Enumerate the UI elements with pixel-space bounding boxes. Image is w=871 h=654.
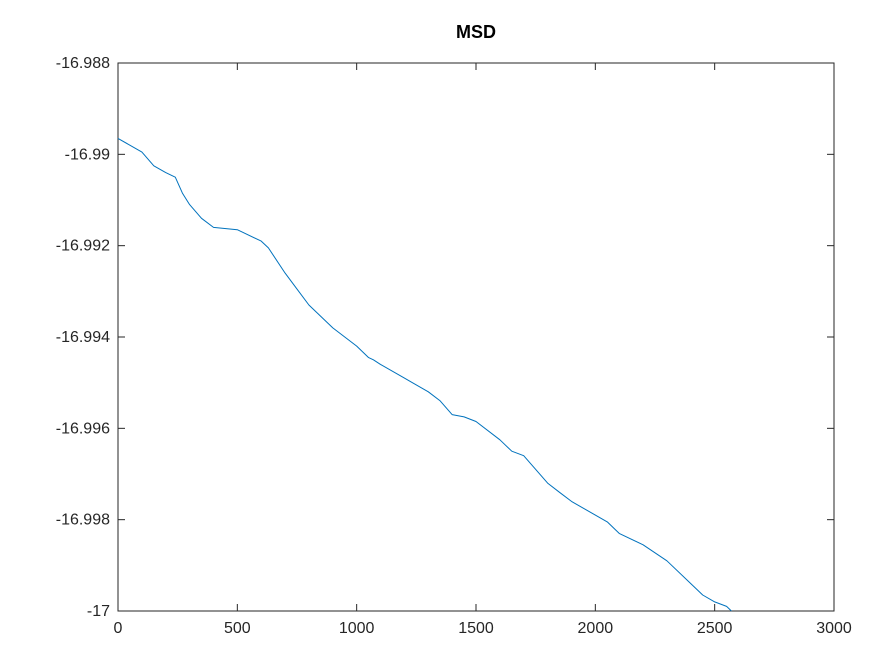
y-tick-label: -16.988 <box>56 55 110 72</box>
y-tick-label: -16.992 <box>56 238 110 255</box>
x-axis: 0 500 1000 1500 2000 2500 3000 <box>114 63 852 637</box>
series-line-0 <box>117 137 732 612</box>
y-tick-label: -16.996 <box>56 420 110 437</box>
chart-title: MSD <box>456 22 496 42</box>
series-layer <box>117 137 732 612</box>
y-tick-label: -16.998 <box>56 512 110 529</box>
x-tick-label: 1500 <box>458 620 494 637</box>
plot-frame <box>117 62 835 612</box>
y-tick-label: -16.99 <box>65 146 110 163</box>
x-tick-label: 2000 <box>578 620 614 637</box>
x-tick-label: 0 <box>114 620 123 637</box>
y-tick-label: -16.994 <box>56 329 110 346</box>
y-axis: -16.988 -16.99 -16.992 -16.994 -16.996 -16.99… <box>56 55 834 620</box>
x-tick-label: 2500 <box>697 620 733 637</box>
x-tick-label: 1000 <box>339 620 375 637</box>
x-tick-label: 3000 <box>816 620 852 637</box>
plot-area <box>117 62 835 612</box>
x-tick-label: 500 <box>224 620 251 637</box>
y-tick-label: -17 <box>87 603 110 620</box>
